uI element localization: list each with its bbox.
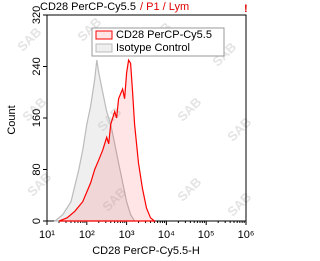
chart: CD28 PerCP-Cy5.5 / P1 / Lym ! CD28 PerCP…	[6, 1, 255, 257]
watermark: SAB	[224, 189, 254, 219]
x-tick-label: 10¹	[39, 229, 55, 241]
x-tick-label: 10⁴	[158, 229, 175, 241]
legend-label: CD28 PerCP-Cy5.5	[116, 29, 212, 41]
chart-subtitle: / P1 / Lym	[140, 1, 189, 13]
x-tick-label: 10²	[79, 229, 95, 241]
watermark: SAB	[174, 94, 204, 124]
legend-swatch	[95, 43, 113, 53]
watermark: SAB	[174, 174, 204, 204]
histogram-curve	[58, 58, 157, 222]
y-tick-label: 160	[31, 109, 43, 127]
watermark: SAB	[224, 114, 254, 144]
title: CD28 PerCP-Cy5.5 / P1 / Lym !	[40, 1, 248, 15]
x-axis-label: CD28 PerCP-Cy5.5-H	[92, 245, 200, 257]
y-tick-label: 80	[31, 163, 43, 175]
legend-label: Isotype Control	[116, 42, 190, 54]
chart-title: CD28 PerCP-Cy5.5	[40, 1, 136, 13]
flag: !	[244, 3, 248, 15]
x-tick-label: 10³	[119, 229, 135, 241]
y-axis-label: Count	[6, 105, 18, 134]
y-tick-label: 320	[31, 6, 43, 24]
y-tick-label: 0	[31, 218, 43, 224]
histogram-curve	[53, 60, 136, 222]
x-tick-label: 10⁵	[198, 229, 215, 241]
legend-box	[91, 27, 225, 57]
watermark: SAB	[14, 24, 44, 54]
y-tick-label: 240	[31, 57, 43, 75]
x-tick-label: 10⁶	[238, 229, 255, 241]
legend-swatch	[95, 30, 113, 40]
